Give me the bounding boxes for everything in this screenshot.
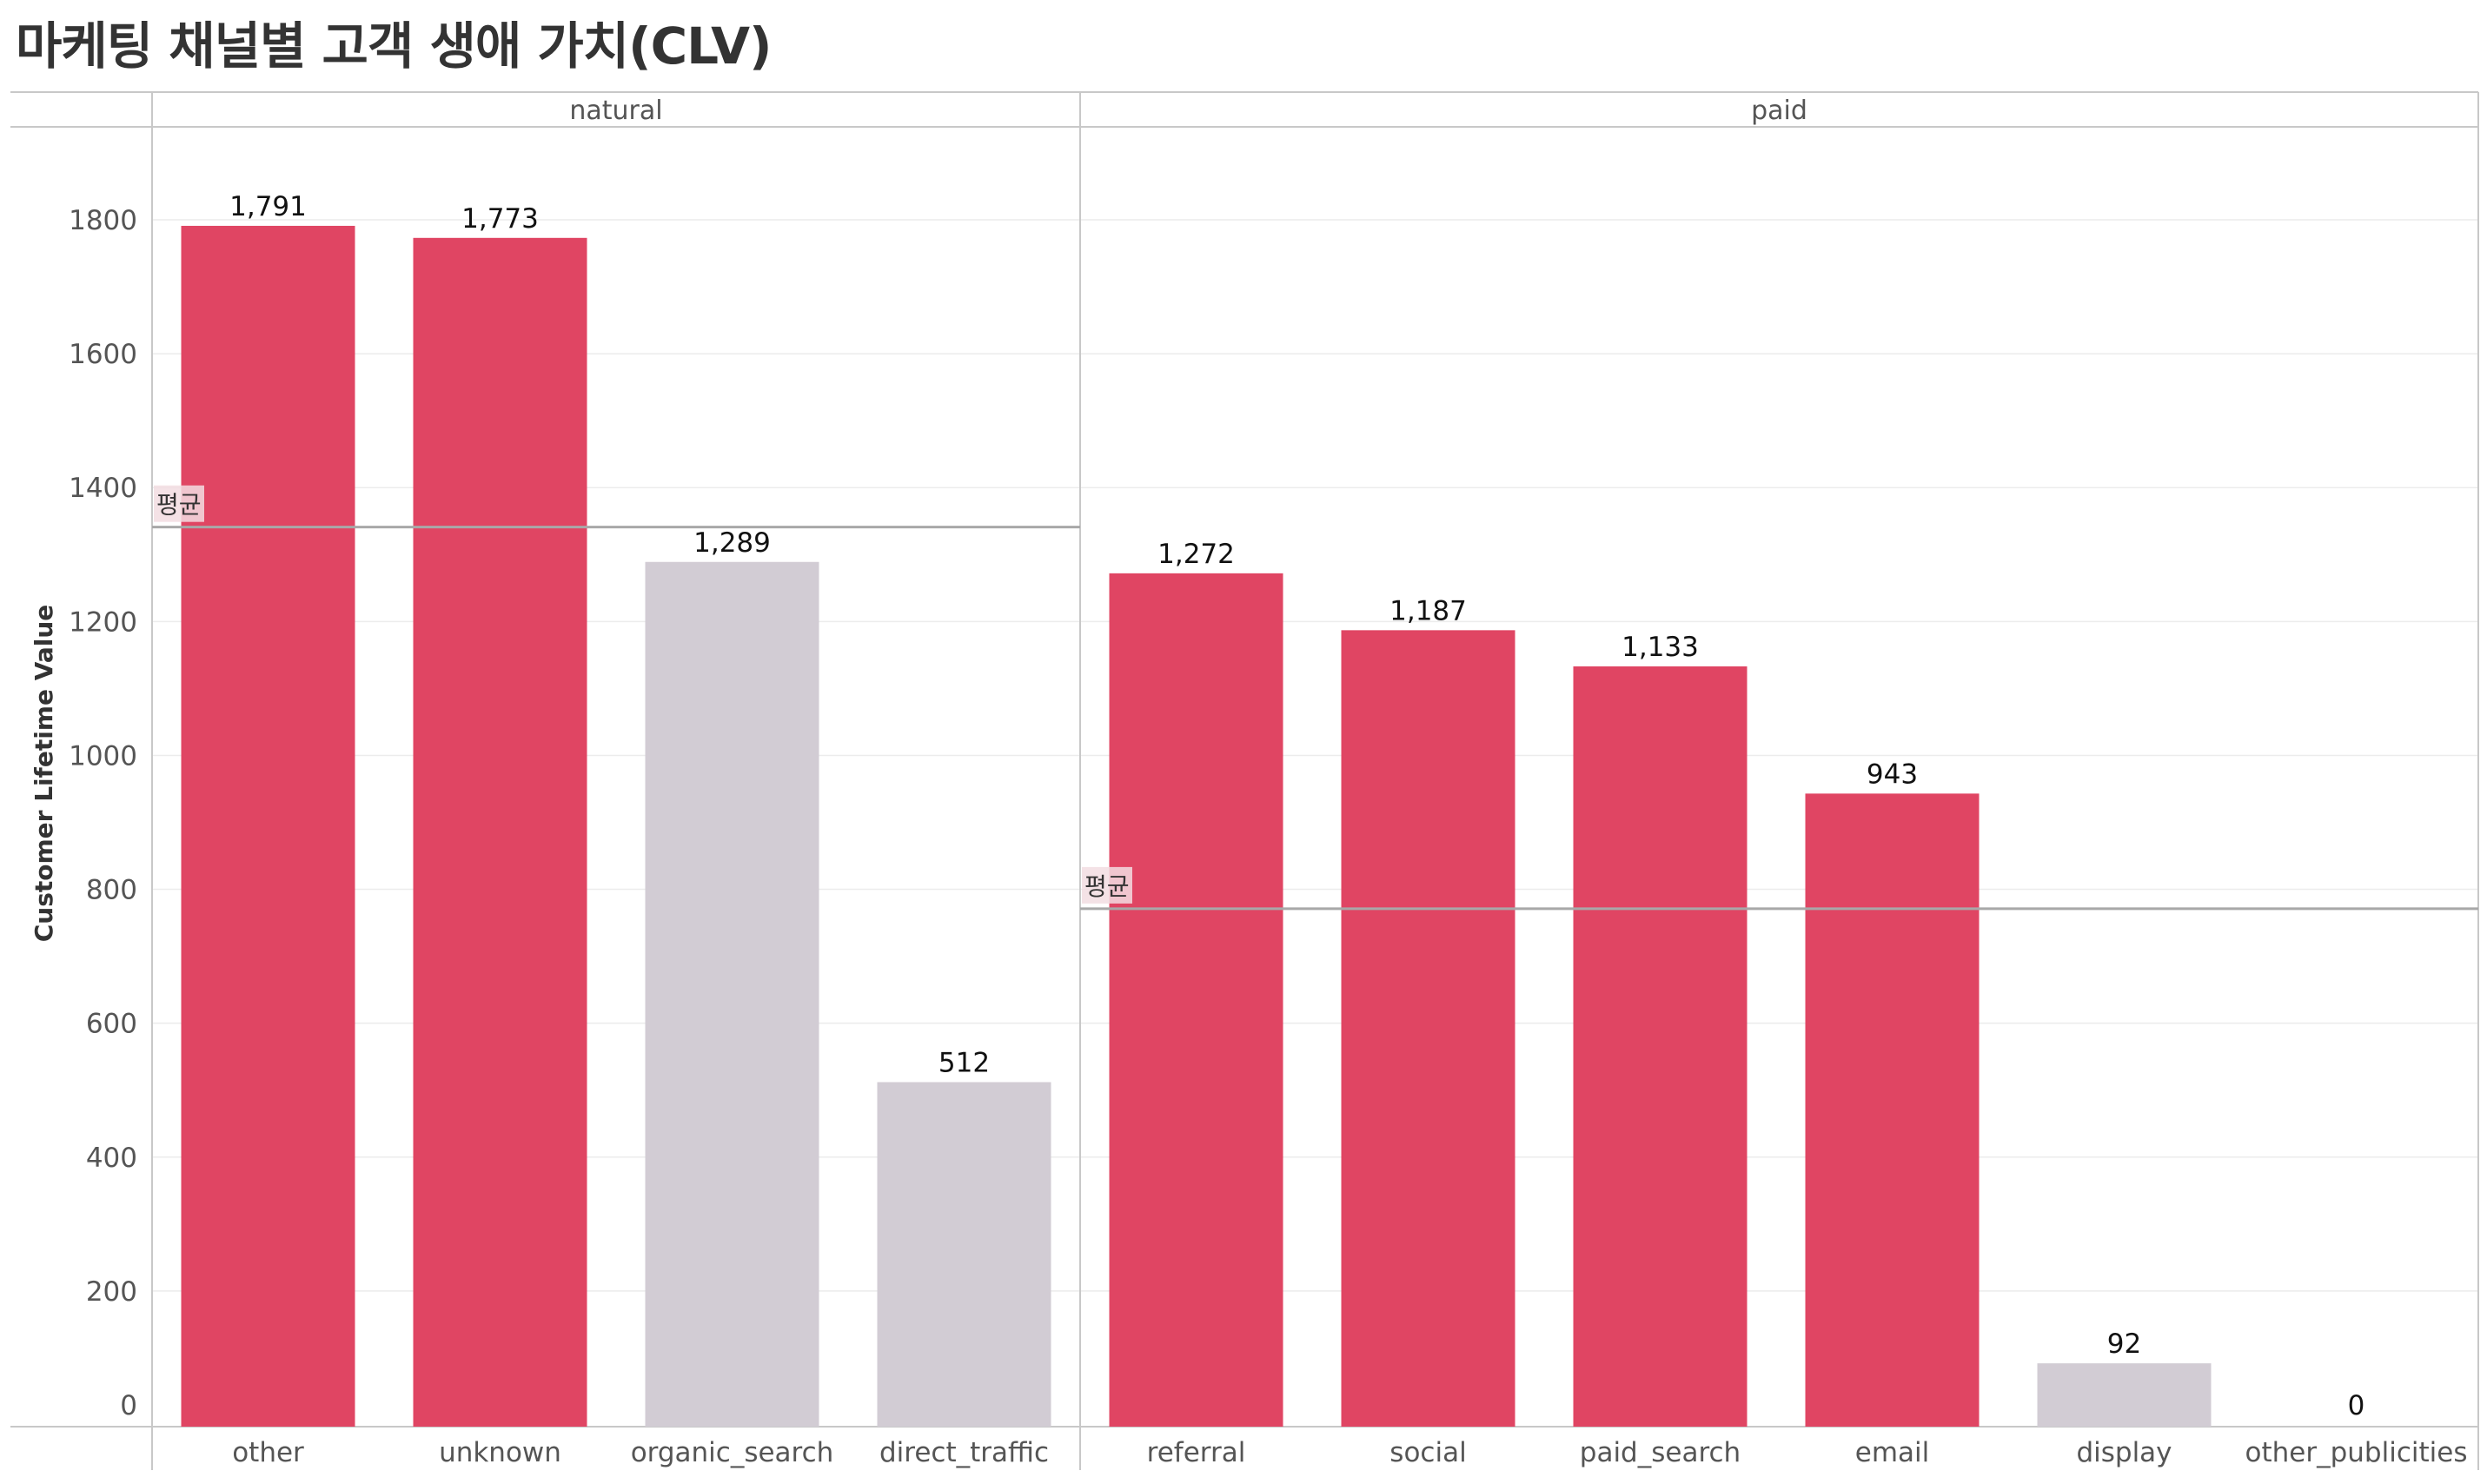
y-tick-label: 1000 bbox=[69, 740, 137, 772]
data-label-social: 1,187 bbox=[1389, 595, 1467, 626]
average-label-paid: 평균 bbox=[1084, 872, 1130, 901]
average-label-bg bbox=[1082, 866, 1132, 904]
bar-organic_search[interactable] bbox=[645, 561, 819, 1427]
bar-other[interactable] bbox=[181, 225, 355, 1427]
x-tick-label-other: other bbox=[232, 1437, 304, 1468]
x-tick-label-display: display bbox=[2076, 1437, 2172, 1468]
data-label-email: 943 bbox=[1867, 759, 1918, 790]
bar-social[interactable] bbox=[1341, 630, 1515, 1427]
y-tick-label: 200 bbox=[86, 1276, 137, 1308]
y-tick-label: 1600 bbox=[69, 339, 137, 370]
bar-direct_traffic[interactable] bbox=[877, 1082, 1051, 1427]
data-label-paid_search: 1,133 bbox=[1622, 632, 1699, 663]
x-tick-label-email: email bbox=[1855, 1437, 1930, 1468]
panel-header-paid: paid bbox=[1751, 96, 1807, 126]
data-label-other: 1,791 bbox=[229, 191, 307, 222]
bar-referral[interactable] bbox=[1109, 573, 1283, 1427]
y-tick-label: 1200 bbox=[69, 606, 137, 638]
bar-unknown[interactable] bbox=[413, 237, 587, 1428]
y-tick-label: 1800 bbox=[69, 205, 137, 236]
data-label-other_publicities: 0 bbox=[2348, 1390, 2365, 1421]
x-tick-label-unknown: unknown bbox=[439, 1437, 561, 1468]
data-label-display: 92 bbox=[2107, 1328, 2141, 1360]
data-label-referral: 1,272 bbox=[1157, 539, 1235, 570]
x-tick-label-social: social bbox=[1389, 1437, 1466, 1468]
y-tick-label: 600 bbox=[86, 1009, 137, 1040]
average-label-bg bbox=[154, 485, 204, 522]
x-tick-label-referral: referral bbox=[1147, 1437, 1246, 1468]
average-label-natural: 평균 bbox=[156, 491, 202, 520]
y-tick-label: 0 bbox=[120, 1390, 137, 1421]
x-tick-label-direct_traffic: direct_traffic bbox=[879, 1437, 1049, 1468]
data-label-direct_traffic: 512 bbox=[938, 1047, 990, 1078]
x-tick-label-paid_search: paid_search bbox=[1580, 1437, 1741, 1468]
panel-header-natural: natural bbox=[569, 96, 662, 126]
y-tick-label: 800 bbox=[86, 875, 137, 906]
x-tick-label-organic_search: organic_search bbox=[631, 1437, 834, 1468]
y-tick-label: 400 bbox=[86, 1143, 137, 1174]
data-label-unknown: 1,773 bbox=[461, 203, 539, 235]
x-tick-label-other_publicities: other_publicities bbox=[2245, 1437, 2468, 1468]
bar-display[interactable] bbox=[2037, 1363, 2212, 1427]
data-label-organic_search: 1,289 bbox=[693, 527, 771, 559]
y-axis-label: Customer Lifetime Value bbox=[30, 605, 58, 943]
chart-title: 마케팅 채널별 고객 생애 가치(CLV) bbox=[16, 17, 773, 76]
bar-email[interactable] bbox=[1805, 793, 1980, 1427]
bar-paid_search[interactable] bbox=[1573, 666, 1748, 1427]
y-tick-label: 1400 bbox=[69, 473, 137, 504]
